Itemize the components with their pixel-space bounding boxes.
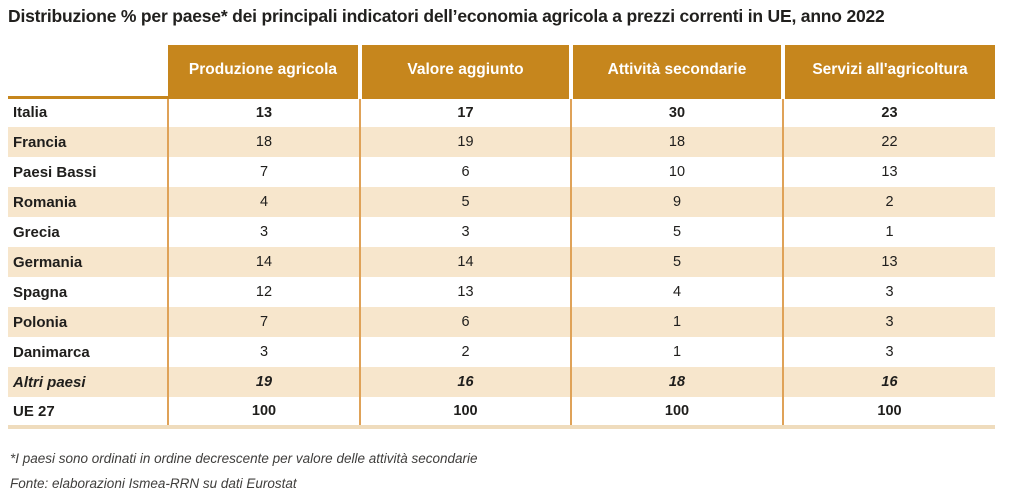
row-label: Italia xyxy=(8,97,168,127)
row-label: Romania xyxy=(8,187,168,217)
cell-value: 3 xyxy=(167,217,360,247)
row-label: Polonia xyxy=(8,307,168,337)
cell-value: 3 xyxy=(782,277,995,307)
table-row-grecia: Grecia 3 3 5 1 xyxy=(8,217,995,247)
cell-value: 100 xyxy=(570,397,783,429)
cell-value: 100 xyxy=(167,397,360,429)
column-header-produzione-agricola: Produzione agricola xyxy=(168,45,360,99)
row-label: Germania xyxy=(8,247,168,277)
cell-value: 3 xyxy=(359,217,571,247)
cell-value: 4 xyxy=(167,187,360,217)
column-header-valore-aggiunto: Valore aggiunto xyxy=(358,45,571,99)
row-label: Spagna xyxy=(8,277,168,307)
cell-value: 1 xyxy=(570,307,783,337)
table-row-polonia: Polonia 7 6 1 3 xyxy=(8,307,995,337)
cell-value: 5 xyxy=(570,247,783,277)
cell-value: 100 xyxy=(782,397,995,429)
cell-value: 2 xyxy=(782,187,995,217)
cell-value: 3 xyxy=(782,337,995,367)
cell-value: 7 xyxy=(167,307,360,337)
cell-value: 14 xyxy=(167,247,360,277)
header-row: Produzione agricola Valore aggiunto Atti… xyxy=(8,45,995,99)
cell-value: 7 xyxy=(167,157,360,187)
cell-value: 100 xyxy=(359,397,571,429)
row-label: UE 27 xyxy=(8,397,168,429)
row-label: Paesi Bassi xyxy=(8,157,168,187)
cell-value: 4 xyxy=(570,277,783,307)
cell-value: 19 xyxy=(167,367,360,397)
row-label: Altri paesi xyxy=(8,367,168,397)
data-table: Produzione agricola Valore aggiunto Atti… xyxy=(8,45,995,429)
cell-value: 23 xyxy=(782,97,995,127)
cell-value: 5 xyxy=(570,217,783,247)
cell-value: 19 xyxy=(359,127,571,157)
row-label: Francia xyxy=(8,127,168,157)
cell-value: 10 xyxy=(570,157,783,187)
cell-value: 16 xyxy=(782,367,995,397)
cell-value: 14 xyxy=(359,247,571,277)
table-row-ue27: UE 27 100 100 100 100 xyxy=(8,397,995,429)
footnotes: *I paesi sono ordinati in ordine decresc… xyxy=(10,446,478,493)
row-label: Danimarca xyxy=(8,337,168,367)
table-row-germania: Germania 14 14 5 13 xyxy=(8,247,995,277)
cell-value: 18 xyxy=(167,127,360,157)
footnote-source: Fonte: elaborazioni Ismea-RRN su dati Eu… xyxy=(10,476,297,491)
cell-value: 3 xyxy=(167,337,360,367)
cell-value: 1 xyxy=(782,217,995,247)
cell-value: 13 xyxy=(782,247,995,277)
cell-value: 5 xyxy=(359,187,571,217)
footnote-ordering: *I paesi sono ordinati in ordine decresc… xyxy=(10,451,478,466)
table-row-francia: Francia 18 19 18 22 xyxy=(8,127,995,157)
cell-value: 13 xyxy=(359,277,571,307)
column-header-servizi-allagricoltura: Servizi all'agricoltura xyxy=(781,45,995,99)
table-row-paesi-bassi: Paesi Bassi 7 6 10 13 xyxy=(8,157,995,187)
table-row-altri-paesi: Altri paesi 19 16 18 16 xyxy=(8,367,995,397)
corner-cell xyxy=(8,45,168,99)
cell-value: 22 xyxy=(782,127,995,157)
cell-value: 17 xyxy=(359,97,571,127)
table-row-romania: Romania 4 5 9 2 xyxy=(8,187,995,217)
cell-value: 6 xyxy=(359,307,571,337)
cell-value: 9 xyxy=(570,187,783,217)
table-row-italia: Italia 13 17 30 23 xyxy=(8,97,995,127)
column-header-attivita-secondarie: Attività secondarie xyxy=(569,45,783,99)
cell-value: 30 xyxy=(570,97,783,127)
cell-value: 3 xyxy=(782,307,995,337)
cell-value: 13 xyxy=(167,97,360,127)
table-row-spagna: Spagna 12 13 4 3 xyxy=(8,277,995,307)
cell-value: 16 xyxy=(359,367,571,397)
cell-value: 13 xyxy=(782,157,995,187)
cell-value: 18 xyxy=(570,127,783,157)
table-row-danimarca: Danimarca 3 2 1 3 xyxy=(8,337,995,367)
cell-value: 12 xyxy=(167,277,360,307)
cell-value: 6 xyxy=(359,157,571,187)
cell-value: 1 xyxy=(570,337,783,367)
row-label: Grecia xyxy=(8,217,168,247)
figure-title: Distribuzione % per paese* dei principal… xyxy=(8,6,885,26)
cell-value: 18 xyxy=(570,367,783,397)
cell-value: 2 xyxy=(359,337,571,367)
